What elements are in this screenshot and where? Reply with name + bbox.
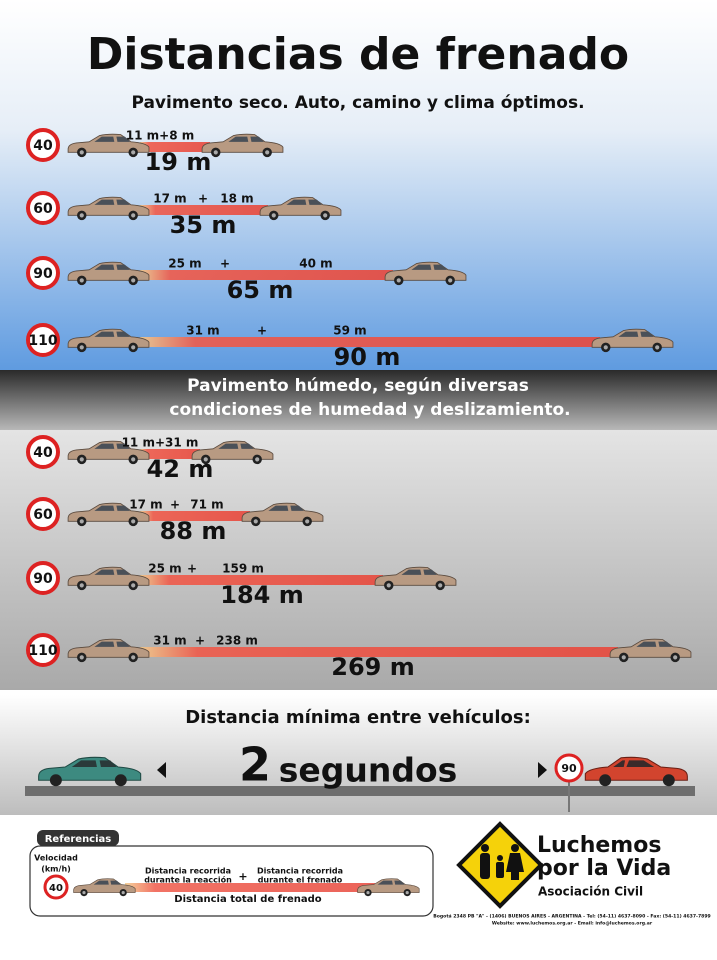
distance-label: 40 m [299,257,332,271]
wet-header [0,370,717,430]
speed-sign [26,256,60,290]
total: 90 m [334,343,401,371]
wet-subtitle: Pavimento húmedo, según diversas [187,376,529,396]
address: Bogotá 2348 PB "A" - (1406) BUENOS AIRES… [433,913,711,920]
bar [140,142,210,152]
bar [140,449,200,459]
speed-sign [26,633,60,667]
title: Distancias de frenado [87,29,629,80]
speed-sign [26,128,60,162]
dry-subtitle: Pavimento seco. Auto, camino y clima ópt… [131,93,584,113]
distance-label: + [198,192,208,206]
ref-reaction: Distancia recorrida [145,867,231,876]
wet-subtitle: condiciones de humedad y deslizamiento. [169,400,570,420]
total: 19 m [145,148,212,176]
distance-label: 71 m [190,498,223,512]
total: 65 m [227,276,294,304]
rows: 40 11 m+8 m 19 m 60 17 m +18 m 35 m 90 25 m +40 m… [26,128,692,681]
speed-sign [26,435,60,469]
total: 184 m [220,581,303,609]
distance-label: + [195,634,205,648]
speed: 60 [33,201,53,217]
speed: 110 [28,643,57,659]
distance-label: + [170,498,180,512]
distance-label: 18 m [220,192,253,206]
distance-label: 59 m [333,324,366,338]
dry-background [0,0,717,370]
distance-label: + [257,324,267,338]
ref-total: Distancia total de frenado [174,894,322,905]
speed-sign [26,323,60,357]
total: 269 m [331,653,414,681]
bar [140,270,393,280]
distance-label: + [220,257,230,271]
distance-label: 31 m [153,634,186,648]
bar [140,647,618,657]
ref-reaction: durante la reacción [144,875,232,885]
speed-sign [43,874,69,900]
total: 35 m [170,211,237,239]
speed: 60 [33,507,53,523]
distance-label: 25 m [148,562,181,576]
ref-speed-label: (km/h) [41,865,71,874]
distance-label: 31 m [186,324,219,338]
ref-braking: Distancia recorrida [257,867,343,876]
ref-speed: 40 [49,883,63,894]
references-box [29,845,434,917]
speed: 40 [33,138,53,154]
distance-label: 17 m [129,498,162,512]
distance-label: 11 m+8 m [126,129,194,143]
distance-label: 17 m [153,192,186,206]
references-tab [37,830,119,846]
bar [125,883,375,892]
speed-sign [26,561,60,595]
total: 88 m [160,517,227,545]
distance-label: 238 m [216,634,258,648]
speed-sign [26,497,60,531]
bar [140,205,268,215]
speed-sign [26,191,60,225]
ref-braking: durante el frenado [258,876,343,885]
logo-subtitle: Asociación Civil [538,885,643,899]
speed-sign [554,753,584,783]
gap-unit: segundos [279,751,458,790]
distance-label: 25 m [168,257,201,271]
arrow [538,762,547,778]
distance-label: + [187,562,197,576]
logo-name: Luchemos [537,833,661,858]
bar [140,511,250,521]
sign-text: 90 [561,762,577,775]
address: Website: www.luchemos.org.ar - Email: in… [492,921,653,927]
bar [140,575,383,585]
gap-number: 2 [239,738,271,792]
ref-speed-label: Velocidad [34,854,78,863]
arrow [157,762,166,778]
logo-name: por la Vida [537,856,671,881]
distance-label: 11 m+31 m [122,436,199,450]
speed: 110 [28,333,57,349]
gap-heading: Distancia mínima entre vehículos: [185,707,531,728]
references-title: Referencias [45,834,112,845]
logo-family [480,844,524,880]
speed: 90 [33,571,53,587]
total: 42 m [147,455,214,483]
speed: 40 [33,445,53,461]
ref-plus: + [238,870,247,883]
road [25,786,695,796]
distance-label: 159 m [222,562,264,576]
speed: 90 [33,266,53,282]
bar [140,337,600,347]
